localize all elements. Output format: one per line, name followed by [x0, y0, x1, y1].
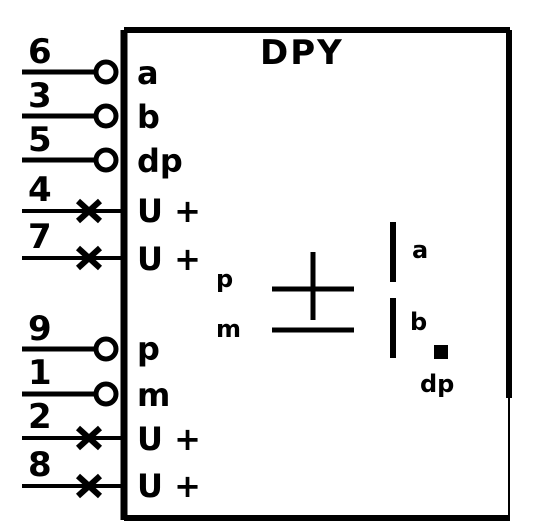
display-label-b: b	[410, 308, 427, 336]
pin-label: b	[137, 98, 160, 136]
pin-label: U +	[137, 240, 201, 278]
pin-number: 8	[28, 445, 52, 485]
inverting-circle-icon	[93, 103, 119, 129]
pin-number: 9	[28, 309, 52, 349]
display-label-dp: dp	[420, 370, 454, 398]
pin-label: U +	[137, 467, 201, 505]
no-connect-cross-icon	[75, 245, 103, 271]
pin-number: 2	[28, 397, 52, 437]
pin-number: 3	[28, 76, 52, 116]
pin-a: 6 a	[22, 32, 159, 92]
pin-number: 4	[28, 170, 52, 210]
no-connect-cross-icon	[75, 425, 103, 451]
no-connect-cross-icon	[75, 473, 103, 499]
pin-label: U +	[137, 192, 201, 230]
segment-dp	[434, 345, 448, 359]
inverting-circle-icon	[93, 381, 119, 407]
pin-label: U +	[137, 420, 201, 458]
pin-m: 1 m	[22, 353, 170, 414]
pin-u-plus-3: 2 U +	[22, 397, 201, 458]
display-segments	[272, 222, 448, 359]
pin-b: 3 b	[22, 76, 160, 136]
pin-p: 9 p	[22, 309, 160, 368]
component-title: DPY	[260, 33, 344, 73]
inverting-circle-icon	[93, 336, 119, 362]
inverting-circle-icon	[93, 147, 119, 173]
pin-label: m	[137, 376, 170, 414]
display-label-m: m	[216, 315, 241, 343]
pin-number: 5	[28, 120, 52, 160]
pin-label: p	[137, 330, 160, 368]
display-label-p: p	[216, 265, 233, 293]
pin-u-plus-1: 4 U +	[22, 170, 201, 230]
pin-number: 1	[28, 353, 52, 393]
display-label-a: a	[412, 236, 428, 264]
pin-number: 7	[28, 217, 52, 257]
pin-label: dp	[137, 142, 183, 180]
pin-number: 6	[28, 32, 52, 72]
inverting-circle-icon	[93, 59, 119, 85]
pin-label: a	[137, 54, 159, 92]
no-connect-cross-icon	[75, 198, 103, 224]
pin-u-plus-2: 7 U +	[22, 217, 201, 278]
pin-u-plus-4: 8 U +	[22, 445, 201, 505]
pin-dp: 5 dp	[22, 120, 183, 180]
